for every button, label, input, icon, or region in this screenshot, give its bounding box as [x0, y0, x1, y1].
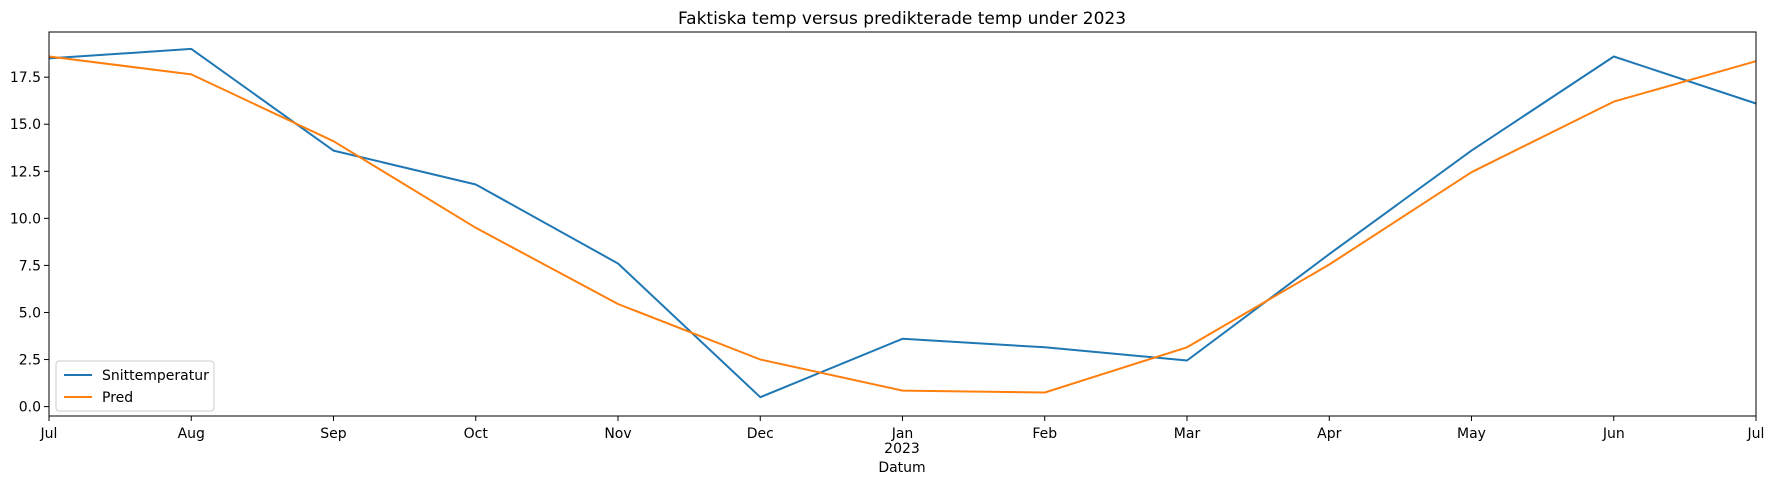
plot-lines	[48, 47, 1757, 399]
plot-frame	[48, 31, 1757, 417]
x-tick-label: Sep	[320, 426, 347, 442]
x-tick-label: Jun	[1602, 426, 1625, 442]
legend-label: Pred	[102, 390, 133, 406]
x-tick-label: Feb	[1032, 426, 1057, 442]
series-line-snittemperatur	[48, 47, 1757, 399]
legend-box	[55, 360, 215, 412]
y-axis-ticks: 0.0 2.5 5.0 7.5 10.0 12.5 15.0 17.5	[10, 70, 49, 416]
x-tick-label: May	[1457, 426, 1486, 442]
y-tick-label: 17.5	[10, 70, 41, 86]
x-tick-label: Jan	[891, 426, 914, 442]
x-tick-label: Apr	[1317, 426, 1341, 442]
y-tick-label: 2.5	[19, 353, 41, 369]
y-tick-label: 0.0	[19, 400, 41, 416]
y-tick-label: 12.5	[10, 164, 41, 180]
y-tick-label: 5.0	[19, 305, 41, 321]
x-tick-label: Dec	[747, 426, 774, 442]
legend: Snittemperatur Pred	[55, 360, 215, 412]
x-tick-label: Jul	[40, 426, 58, 442]
x-tick-label: Mar	[1174, 426, 1201, 442]
x-tick-label: Jul	[1747, 426, 1765, 442]
x-tick-label: Nov	[604, 426, 631, 442]
y-tick-label: 10.0	[10, 211, 41, 227]
series-line-pred	[48, 55, 1757, 394]
y-tick-label: 15.0	[10, 117, 41, 133]
x-axis-label: Datum	[878, 460, 925, 476]
x-axis-ticks: Jul Aug Sep Oct Nov Dec Jan Feb Mar Apr May Jun Jul	[40, 416, 1765, 442]
legend-label: Snittemperatur	[102, 368, 209, 384]
x-axis-year-label: 2023	[884, 441, 920, 457]
x-tick-label: Oct	[464, 426, 489, 442]
chart-title: Faktiska temp versus predikterade temp u…	[678, 9, 1126, 29]
x-tick-label: Aug	[178, 426, 205, 442]
y-tick-label: 7.5	[19, 258, 41, 274]
